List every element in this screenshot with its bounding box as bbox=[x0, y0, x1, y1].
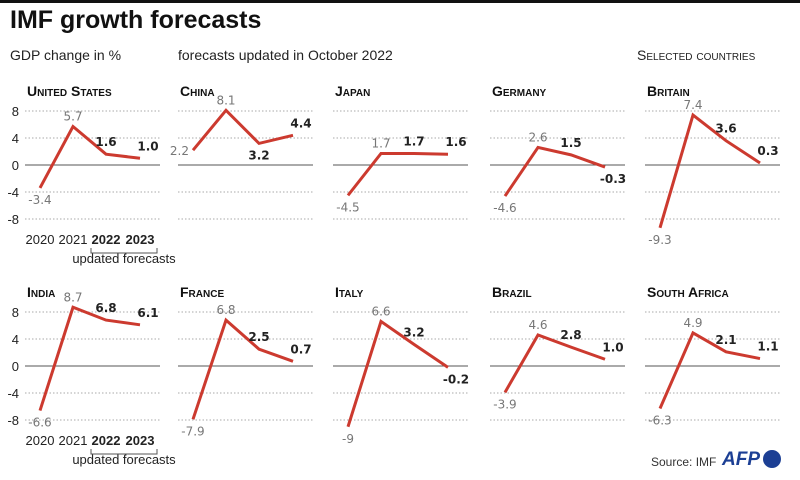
forecast-bracket bbox=[90, 449, 158, 455]
data-label: -6.3 bbox=[648, 414, 671, 428]
data-label: 3.2 bbox=[403, 325, 424, 339]
data-label: 8.7 bbox=[63, 290, 82, 304]
data-label: -0.2 bbox=[443, 372, 469, 386]
data-label: 6.1 bbox=[137, 306, 158, 320]
data-label: -9 bbox=[342, 432, 354, 446]
data-label: 2.5 bbox=[248, 330, 269, 344]
x-tick-label: 2021 bbox=[59, 232, 88, 247]
y-tick-label: -4 bbox=[7, 386, 19, 401]
series-line bbox=[658, 112, 761, 229]
data-label: 1.7 bbox=[403, 135, 424, 149]
data-label: 6.8 bbox=[216, 303, 235, 317]
series-line bbox=[191, 108, 294, 152]
data-label: 2.8 bbox=[560, 328, 581, 342]
forecast-bracket bbox=[90, 248, 158, 254]
panel-title: United States bbox=[27, 83, 112, 99]
series-line bbox=[38, 124, 141, 189]
subtitle-units: GDP change in % bbox=[10, 47, 122, 63]
data-label: 1.6 bbox=[445, 135, 466, 149]
data-label: 8.1 bbox=[216, 93, 235, 107]
data-label: 7.4 bbox=[683, 98, 702, 112]
subtitle-selected: Selected countries bbox=[637, 47, 756, 63]
x-tick-label: 2023 bbox=[126, 232, 155, 247]
series-line bbox=[191, 317, 294, 420]
data-label: 0.7 bbox=[290, 342, 311, 356]
panel-title: China bbox=[180, 83, 215, 99]
data-label: 6.8 bbox=[95, 301, 116, 315]
data-label: 5.7 bbox=[63, 110, 82, 124]
data-label: 4.4 bbox=[290, 116, 311, 130]
data-label: -3.4 bbox=[28, 193, 51, 207]
series-line bbox=[346, 319, 449, 428]
x-tick-label: 2021 bbox=[59, 433, 88, 448]
panel-title: India bbox=[27, 284, 55, 300]
data-label: 1.0 bbox=[137, 139, 158, 153]
y-tick-label: 0 bbox=[12, 359, 19, 374]
y-tick-label: 4 bbox=[12, 131, 19, 146]
data-label: 1.6 bbox=[95, 135, 116, 149]
data-label: 0.3 bbox=[757, 144, 778, 158]
data-label: 1.0 bbox=[602, 340, 623, 354]
data-label: -9.3 bbox=[648, 233, 671, 247]
panel-title: France bbox=[180, 284, 224, 300]
y-tick-label: -8 bbox=[7, 212, 19, 227]
data-label: 3.2 bbox=[248, 148, 269, 162]
data-label: 1.5 bbox=[560, 136, 581, 150]
panel-title: South Africa bbox=[647, 284, 729, 300]
data-label: -7.9 bbox=[181, 424, 204, 438]
x-tick-label: 2020 bbox=[26, 232, 55, 247]
data-label: 4.6 bbox=[528, 318, 547, 332]
panel-title: Britain bbox=[647, 83, 690, 99]
forecast-annotation: updated forecasts bbox=[72, 452, 176, 467]
subtitle-forecast-note: forecasts updated in October 2022 bbox=[178, 47, 393, 63]
data-label: -6.6 bbox=[28, 416, 51, 430]
afp-logo-dot bbox=[763, 450, 781, 468]
x-tick-label: 2023 bbox=[126, 433, 155, 448]
panel-title: Germany bbox=[492, 83, 547, 99]
y-tick-label: 0 bbox=[12, 158, 19, 173]
panel-title: Japan bbox=[335, 83, 370, 99]
y-tick-label: -8 bbox=[7, 413, 19, 428]
y-tick-label: -4 bbox=[7, 185, 19, 200]
data-label: 3.6 bbox=[715, 122, 736, 136]
series-line bbox=[38, 305, 141, 412]
data-label: 2.2 bbox=[170, 144, 189, 158]
data-label: 1.7 bbox=[371, 137, 390, 151]
afp-logo: AFP bbox=[722, 449, 760, 470]
data-label: 4.9 bbox=[683, 316, 702, 330]
data-label: 6.6 bbox=[371, 304, 390, 318]
data-label: 2.6 bbox=[528, 130, 547, 144]
data-label: -0.3 bbox=[600, 172, 626, 186]
source-note: Source: IMF bbox=[651, 455, 717, 469]
series-line bbox=[346, 152, 449, 197]
x-tick-label: 2020 bbox=[26, 433, 55, 448]
x-tick-label: 2022 bbox=[92, 232, 121, 247]
data-label: -4.6 bbox=[493, 201, 516, 215]
y-tick-label: 4 bbox=[12, 332, 19, 347]
data-label: 1.1 bbox=[757, 340, 778, 354]
data-label: -4.5 bbox=[336, 200, 359, 214]
y-tick-label: 8 bbox=[12, 104, 19, 119]
series-line bbox=[503, 333, 606, 394]
panel-title: Brazil bbox=[492, 284, 532, 300]
series-line bbox=[503, 145, 606, 197]
series-line bbox=[658, 330, 761, 410]
y-tick-label: 8 bbox=[12, 305, 19, 320]
data-label: -3.9 bbox=[493, 397, 516, 411]
x-tick-label: 2022 bbox=[92, 433, 121, 448]
chart-title: IMF growth forecasts bbox=[10, 6, 262, 34]
forecast-annotation: updated forecasts bbox=[72, 251, 176, 266]
panel-title: Italy bbox=[335, 284, 364, 300]
top-rule bbox=[0, 0, 800, 3]
data-label: 2.1 bbox=[715, 333, 736, 347]
